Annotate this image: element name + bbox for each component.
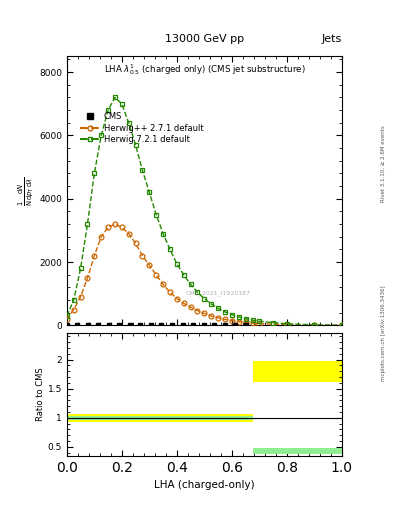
X-axis label: LHA (charged-only): LHA (charged-only) <box>154 480 255 490</box>
Text: LHA $\lambda^{1}_{0.5}$ (charged only) (CMS jet substructure): LHA $\lambda^{1}_{0.5}$ (charged only) (… <box>104 62 305 77</box>
Y-axis label: Ratio to CMS: Ratio to CMS <box>36 368 45 421</box>
Y-axis label: $\frac{1}{\mathrm{N}}\frac{\mathrm{d}N}{\mathrm{d}p_\mathrm{T}\,\mathrm{d}\lambd: $\frac{1}{\mathrm{N}}\frac{\mathrm{d}N}{… <box>17 176 36 206</box>
Legend: CMS, Herwig++ 2.7.1 default, Herwig 7.2.1 default: CMS, Herwig++ 2.7.1 default, Herwig 7.2.… <box>77 109 207 147</box>
Text: CMS_2021_I1920187: CMS_2021_I1920187 <box>185 290 251 296</box>
Text: 13000 GeV pp: 13000 GeV pp <box>165 33 244 44</box>
Text: Rivet 3.1.10, ≥ 2.6M events: Rivet 3.1.10, ≥ 2.6M events <box>381 125 386 202</box>
Text: Jets: Jets <box>321 33 342 44</box>
Text: mcplots.cern.ch [arXiv:1306.3436]: mcplots.cern.ch [arXiv:1306.3436] <box>381 285 386 380</box>
